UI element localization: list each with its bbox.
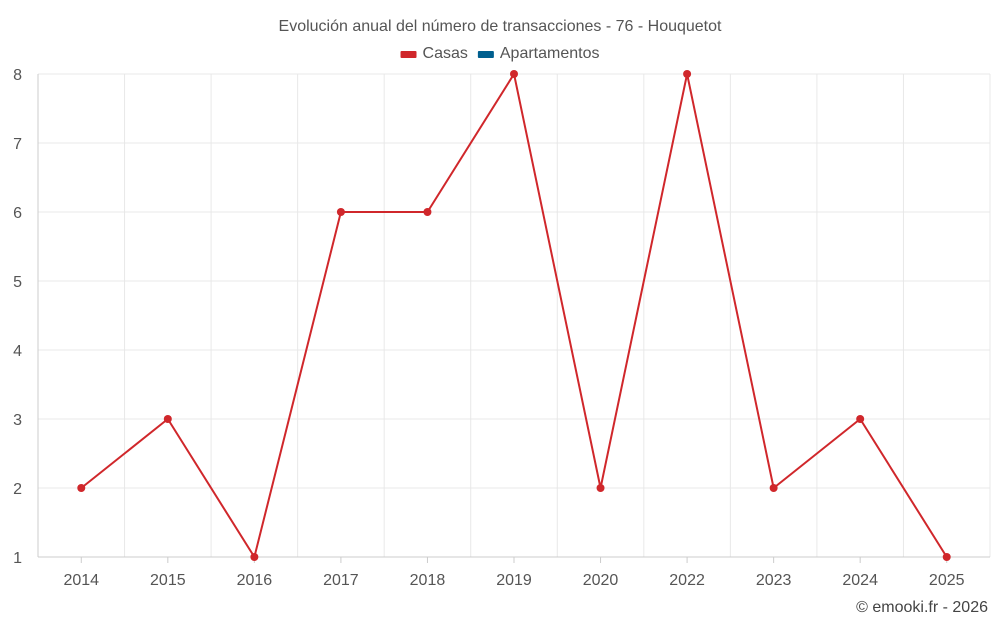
- x-tick-label: 2022: [669, 572, 705, 589]
- x-tick-label: 2014: [63, 572, 99, 589]
- legend-label: Apartamentos: [500, 45, 600, 62]
- data-point: [942, 553, 951, 561]
- y-tick-label: 5: [13, 274, 22, 291]
- axes: 1 2 3 4 5 6 7 8 2014 2015 2016 2017 2018 2019 2020 2022…: [13, 67, 990, 589]
- data-point: [163, 415, 172, 423]
- grid: [37, 73, 991, 558]
- x-tick-label: 2024: [842, 572, 878, 589]
- y-tick-label: 1: [13, 550, 22, 567]
- legend-label: Casas: [423, 45, 468, 62]
- data-point: [250, 553, 259, 561]
- data-point: [336, 208, 345, 216]
- legend-swatch: [477, 51, 494, 58]
- data-point: [77, 484, 86, 492]
- legend-swatch: [400, 51, 417, 58]
- data-point: [769, 484, 778, 492]
- y-tick-label: 3: [13, 412, 22, 429]
- data-point: [596, 484, 605, 492]
- legend: Casas Apartamentos: [400, 45, 600, 62]
- y-tick-label: 4: [13, 343, 22, 360]
- legend-item-apartamentos: Apartamentos: [477, 45, 600, 62]
- x-tick-label: 2019: [496, 572, 532, 589]
- x-tick-label: 2015: [150, 572, 186, 589]
- data-point: [856, 415, 865, 423]
- x-tick-label: 2016: [237, 572, 273, 589]
- x-tick-label: 2023: [756, 572, 792, 589]
- x-tick-label: 2017: [323, 572, 359, 589]
- legend-item-casas: Casas: [400, 45, 468, 62]
- data-point: [423, 208, 432, 216]
- series-layer: [77, 70, 951, 561]
- x-tick-label: 2018: [410, 572, 446, 589]
- x-tick-label: 2025: [929, 572, 965, 589]
- y-tick-label: 7: [13, 136, 22, 153]
- data-point: [510, 70, 518, 78]
- chart-title: Evolución anual del número de transaccio…: [279, 18, 722, 35]
- data-point: [683, 70, 692, 78]
- x-tick-label: 2020: [583, 572, 619, 589]
- credit-text: © emooki.fr - 2026: [856, 599, 988, 616]
- y-tick-label: 2: [13, 481, 22, 498]
- y-tick-label: 6: [13, 205, 22, 222]
- y-tick-label: 8: [13, 67, 22, 84]
